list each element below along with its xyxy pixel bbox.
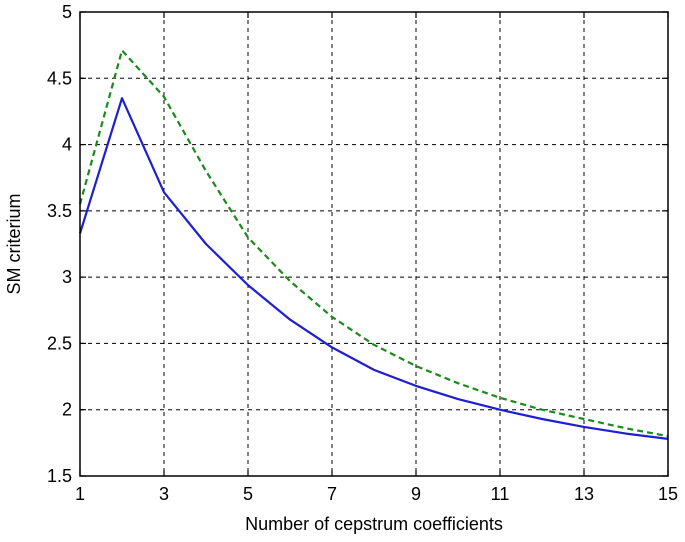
data-series bbox=[78, 49, 669, 440]
x-tick-label: 3 bbox=[159, 484, 169, 504]
plot-area-frame bbox=[79, 11, 669, 477]
x-axis-label: Number of cepstrum coefficients bbox=[245, 514, 503, 534]
y-tick-label: 3 bbox=[62, 267, 72, 287]
series-line-2 bbox=[78, 49, 669, 438]
x-tick-label: 5 bbox=[243, 484, 253, 504]
y-tick-label: 4.5 bbox=[47, 68, 72, 88]
x-tick-label: 7 bbox=[327, 484, 337, 504]
y-tick-label: 1.5 bbox=[47, 466, 72, 486]
y-tick-label: 5 bbox=[62, 2, 72, 22]
x-tick-label: 11 bbox=[491, 484, 510, 504]
x-tick-label: 1 bbox=[75, 484, 85, 504]
x-tick-labels: 1 3 5 7 9 11 13 15 bbox=[75, 484, 678, 504]
x-tick-label: 13 bbox=[574, 484, 594, 504]
y-tick-label: 2 bbox=[62, 400, 72, 420]
y-tick-label: 2.5 bbox=[47, 333, 72, 353]
tick-marks bbox=[79, 11, 669, 477]
x-tick-label: 9 bbox=[411, 484, 421, 504]
y-axis-label: SM criterium bbox=[4, 193, 24, 294]
y-tick-labels: 1.5 2 2.5 3 3.5 4 4.5 5 bbox=[47, 2, 72, 486]
y-tick-label: 4 bbox=[62, 135, 72, 155]
series-line-1 bbox=[78, 97, 669, 440]
x-tick-label: 15 bbox=[658, 484, 678, 504]
y-tick-label: 3.5 bbox=[47, 201, 72, 221]
